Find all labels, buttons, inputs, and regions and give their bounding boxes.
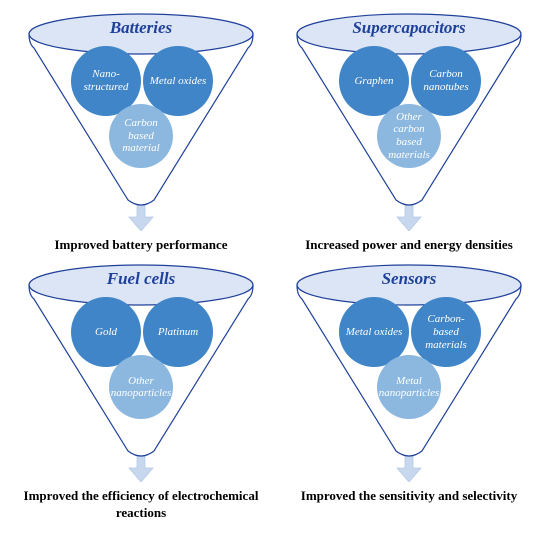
circle-label: Platinum — [158, 326, 198, 339]
circle-label: Gold — [95, 326, 117, 339]
panel-title: Batteries — [21, 18, 261, 38]
circle-group: Metal oxides Carbon-based materials Meta… — [289, 293, 529, 433]
panel-caption: Improved the efficiency of electrochemic… — [16, 488, 266, 521]
down-arrow-icon — [127, 456, 155, 482]
circle-bottom: Metal nanoparticles — [377, 355, 441, 419]
panel-title: Supercapacitors — [289, 18, 529, 38]
infographic-grid: Batteries Nano-structured Metal oxides C… — [12, 12, 538, 521]
funnel: Fuel cells Gold Platinum Other nanoparti… — [21, 263, 261, 458]
circle-group: Gold Platinum Other nanoparticles — [21, 293, 261, 433]
circle-bottom: Carbon based material — [109, 104, 173, 168]
circle-label: Other carbon based materials — [381, 111, 437, 162]
panel-caption: Improved battery performance — [54, 237, 227, 253]
circle-right: Carbon nanotubes — [411, 46, 481, 116]
circle-bottom: Other nanoparticles — [109, 355, 173, 419]
panel-supercapacitors: Supercapacitors Graphen Carbon nanotubes… — [280, 12, 538, 253]
panel-fuel-cells: Fuel cells Gold Platinum Other nanoparti… — [12, 263, 270, 521]
down-arrow-icon — [127, 205, 155, 231]
funnel: Sensors Metal oxides Carbon-based materi… — [289, 263, 529, 458]
funnel: Supercapacitors Graphen Carbon nanotubes… — [289, 12, 529, 207]
circle-label: Carbon-based materials — [415, 313, 477, 351]
panel-title: Fuel cells — [21, 269, 261, 289]
circle-label: Metal oxides — [150, 75, 207, 88]
circle-label: Carbon nanotubes — [415, 68, 477, 93]
panel-caption: Improved the sensitivity and selectivity — [301, 488, 517, 504]
panel-title: Sensors — [289, 269, 529, 289]
circle-label: Carbon based material — [113, 117, 169, 155]
circle-bottom: Other carbon based materials — [377, 104, 441, 168]
circle-label: Metal nanoparticles — [379, 375, 439, 400]
panel-batteries: Batteries Nano-structured Metal oxides C… — [12, 12, 270, 253]
circle-right: Metal oxides — [143, 46, 213, 116]
circle-group: Graphen Carbon nanotubes Other carbon ba… — [289, 42, 529, 182]
circle-label: Graphen — [354, 75, 393, 88]
panel-sensors: Sensors Metal oxides Carbon-based materi… — [280, 263, 538, 521]
down-arrow-icon — [395, 456, 423, 482]
circle-group: Nano-structured Metal oxides Carbon base… — [21, 42, 261, 182]
circle-label: Metal oxides — [346, 326, 403, 339]
funnel: Batteries Nano-structured Metal oxides C… — [21, 12, 261, 207]
circle-label: Nano-structured — [75, 68, 137, 93]
panel-caption: Increased power and energy densities — [305, 237, 513, 253]
circle-label: Other nanoparticles — [111, 375, 172, 400]
down-arrow-icon — [395, 205, 423, 231]
